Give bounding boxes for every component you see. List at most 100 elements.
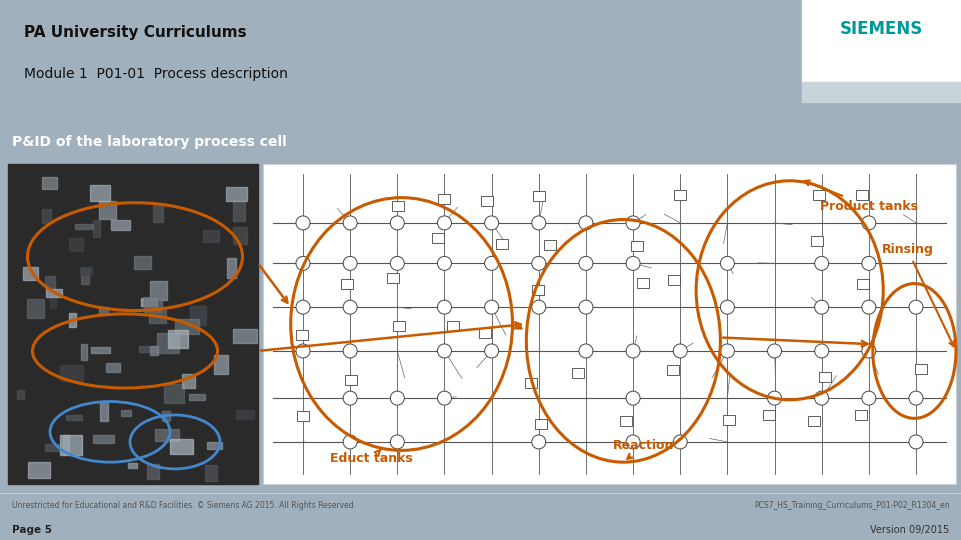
Bar [637,278,649,288]
Bar [724,415,735,425]
Circle shape [437,391,452,405]
Bar [183,374,195,388]
Circle shape [721,344,734,358]
Bar [296,330,308,340]
Circle shape [343,256,357,271]
Bar [668,275,680,285]
Circle shape [768,391,781,405]
Bar [572,368,583,378]
Circle shape [390,391,405,405]
Bar [802,0,961,84]
Bar [60,365,83,381]
Bar [46,289,62,298]
Text: Version 09/2015: Version 09/2015 [871,524,949,535]
Circle shape [815,344,828,358]
Circle shape [579,256,593,271]
Bar [496,239,508,249]
Circle shape [862,344,875,358]
Circle shape [390,216,405,230]
Circle shape [626,256,640,271]
Bar [80,267,92,275]
Text: Product tanks: Product tanks [804,180,918,213]
Bar [811,236,823,246]
Bar [203,231,219,241]
Bar [82,268,89,284]
Bar [188,394,206,400]
Bar [207,442,222,449]
Circle shape [484,300,499,314]
Circle shape [815,391,828,405]
Circle shape [437,216,452,230]
Bar [438,194,450,204]
Circle shape [626,216,640,230]
Text: Rinsing: Rinsing [881,244,954,346]
Circle shape [862,256,875,271]
Bar [45,276,55,288]
Circle shape [909,435,923,449]
Bar [93,220,100,238]
Bar [144,297,162,312]
Text: PCS7_HS_Training_Curriculums_P01-P02_R1304_en: PCS7_HS_Training_Curriculums_P01-P02_R13… [753,501,949,510]
Bar [819,372,831,382]
Circle shape [768,344,781,358]
Bar [393,321,405,330]
Circle shape [862,300,875,314]
Bar [111,220,130,230]
Circle shape [626,391,640,405]
Bar [227,187,247,201]
Bar [153,205,163,222]
Bar [8,164,258,484]
Bar [27,299,44,318]
Circle shape [579,300,593,314]
Circle shape [343,344,357,358]
Bar [392,201,404,211]
Bar [190,306,207,325]
Bar [344,375,357,385]
Circle shape [484,216,499,230]
Bar [66,415,82,420]
Bar [150,346,158,355]
Bar [168,330,187,348]
Bar [23,267,37,280]
Bar [170,438,193,454]
Bar [447,321,459,331]
Bar [667,364,679,375]
Circle shape [343,435,357,449]
Circle shape [531,300,546,314]
Bar [121,410,131,416]
Circle shape [721,300,734,314]
Circle shape [531,256,546,271]
Bar [855,409,867,420]
Bar [135,256,151,269]
Text: Reaction: Reaction [613,439,674,459]
Circle shape [437,300,452,314]
Bar [157,333,180,353]
Bar [140,298,157,306]
Bar [205,465,217,481]
Bar [128,463,136,468]
Bar [42,209,51,223]
Bar [99,307,108,314]
Circle shape [815,300,828,314]
Circle shape [626,435,640,449]
Bar [99,201,116,219]
Circle shape [296,300,310,314]
Text: SIEMENS: SIEMENS [840,20,924,38]
Bar [525,378,536,388]
Bar [235,410,254,419]
Circle shape [909,300,923,314]
Circle shape [721,256,734,271]
Circle shape [815,256,828,271]
Circle shape [579,216,593,230]
Bar [69,238,83,252]
Bar [631,241,643,251]
Bar [387,273,399,282]
Bar [147,464,159,478]
Bar [149,307,166,323]
Bar [813,190,825,199]
Text: PA University Curriculums: PA University Curriculums [24,25,247,40]
Text: Page 5: Page 5 [12,524,52,535]
Bar [234,227,247,244]
Bar [60,435,82,455]
Circle shape [296,216,310,230]
